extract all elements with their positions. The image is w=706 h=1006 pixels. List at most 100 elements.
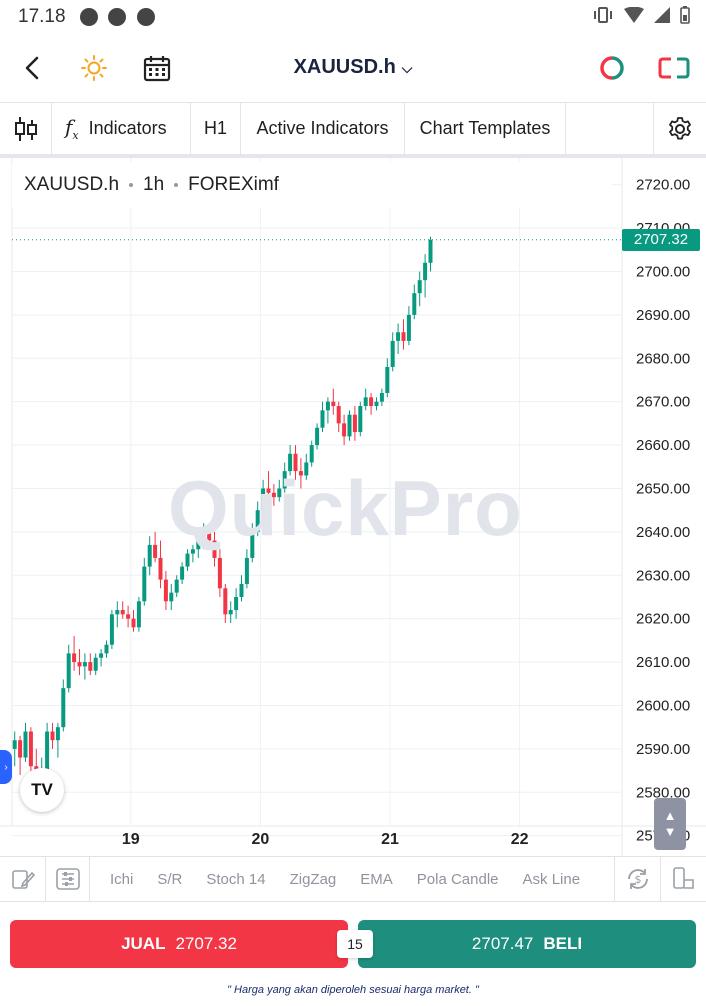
candle-body — [342, 423, 347, 437]
candle-body — [104, 644, 109, 654]
draw-tool-button[interactable] — [0, 857, 46, 901]
candle-body — [196, 540, 201, 550]
candle-body — [136, 601, 141, 628]
candle-body — [266, 488, 271, 493]
x-tick-label: 19 — [122, 831, 140, 848]
candle-body — [93, 657, 98, 671]
candle-body — [207, 531, 212, 541]
indicator-quick-bar: Ichi S/R Stoch 14 ZigZag EMA Pola Candle Ask L… — [0, 856, 706, 902]
sell-button[interactable]: JUAL 2707.32 — [10, 920, 348, 968]
candle-body — [282, 471, 287, 489]
candle-body — [45, 731, 50, 771]
back-button[interactable] — [14, 50, 50, 86]
layout-button[interactable] — [660, 857, 706, 901]
candle-body — [88, 662, 93, 671]
indicator-item[interactable]: Ask Line — [522, 870, 581, 888]
candle-body — [147, 544, 152, 567]
active-indicators-label: Active Indicators — [256, 118, 389, 138]
candle-body — [239, 583, 244, 597]
candle-body — [72, 653, 77, 663]
side-panel-toggle[interactable]: › — [0, 750, 12, 784]
theme-toggle-button[interactable] — [76, 50, 112, 86]
layout-toggle-icon — [658, 57, 690, 79]
wifi-icon — [624, 7, 644, 23]
candle-body — [169, 592, 174, 602]
timeframe-label: H1 — [204, 118, 228, 138]
scroll-toggle-button[interactable]: ▲ ▼ — [654, 798, 686, 850]
chart-templates-label: Chart Templates — [419, 118, 551, 138]
layout-toggle-button[interactable] — [656, 50, 692, 86]
indicator-item[interactable]: ZigZag — [289, 870, 337, 888]
candle-body — [180, 566, 185, 580]
chart-settings-button[interactable] — [654, 103, 706, 154]
candle-body — [396, 332, 401, 341]
refresh-button[interactable]: $ — [614, 857, 660, 901]
trade-status-button[interactable] — [594, 50, 630, 86]
candle-body — [277, 488, 282, 498]
indicator-bar-actions: $ — [614, 857, 706, 901]
chart-toolbar: fx Indicators H1 Active Indicators Chart… — [0, 102, 706, 158]
candle-body — [352, 414, 357, 433]
candle-body — [369, 397, 374, 407]
indicators-button[interactable]: fx Indicators — [52, 103, 191, 154]
svg-text:$: $ — [634, 873, 641, 886]
candle-body — [217, 557, 222, 589]
candle-body — [228, 610, 233, 615]
candle-body — [23, 731, 28, 758]
candle-body — [234, 596, 239, 610]
indicator-item[interactable]: Stoch 14 — [206, 870, 266, 888]
candle-body — [185, 553, 190, 567]
candle-body — [115, 610, 120, 615]
candlestick-icon — [14, 116, 37, 141]
candle-body — [347, 414, 352, 437]
candle-body — [153, 544, 158, 558]
candle-body — [109, 614, 114, 645]
buy-button[interactable]: 2707.47 BELI — [358, 920, 696, 968]
symbol-name: XAUUSD.h — [293, 56, 396, 78]
indicator-item[interactable]: Ichi — [110, 870, 134, 888]
candle-body — [126, 614, 131, 619]
candle-body — [406, 314, 411, 341]
chart-templates-button[interactable]: Chart Templates — [405, 103, 566, 154]
legend-source: FOREXimf — [188, 174, 279, 195]
y-tick-label: 2690.00 — [636, 307, 690, 324]
candle-body — [320, 410, 325, 428]
candle-body — [390, 340, 395, 367]
active-indicators-button[interactable]: Active Indicators — [241, 103, 405, 154]
y-tick-label: 2600.00 — [636, 697, 690, 714]
sell-label: JUAL — [121, 934, 166, 953]
trade-bar: JUAL 2707.32 15 2707.47 BELI " Harga yan… — [0, 902, 706, 1006]
indicator-item[interactable]: S/R — [157, 870, 183, 888]
y-tick-label: 2580.00 — [636, 784, 690, 801]
y-tick-label: 2720.00 — [636, 177, 690, 194]
tradingview-logo[interactable]: TV — [20, 768, 64, 812]
calendar-button[interactable] — [139, 50, 175, 86]
buy-price: 2707.47 — [471, 934, 534, 953]
chart-type-button[interactable] — [0, 103, 52, 154]
candle-body — [385, 366, 390, 393]
sliders-icon — [55, 868, 80, 890]
candle-body — [18, 740, 23, 758]
buy-label: BELI — [543, 934, 583, 953]
candle-body — [298, 471, 303, 476]
chart-legend: XAUUSD.h 1h FOREXimf — [12, 162, 612, 208]
candle-body — [50, 731, 55, 741]
candle-body — [417, 280, 422, 294]
indicator-item[interactable]: EMA — [360, 870, 393, 888]
status-time: 17.18 — [18, 6, 66, 27]
candle-body — [428, 239, 433, 263]
calendar-icon — [143, 56, 171, 82]
legend-interval: 1h — [143, 174, 165, 195]
indicator-item[interactable]: Pola Candle — [416, 870, 499, 888]
candle-body — [288, 453, 293, 472]
legend-separator — [129, 183, 134, 187]
notification-icon — [108, 8, 126, 26]
price-chart[interactable]: 2720.002710.002700.002690.002680.002670.… — [0, 158, 706, 856]
candle-body — [331, 401, 336, 407]
timeframe-button[interactable]: H1 — [191, 103, 241, 154]
indicator-settings-button[interactable] — [46, 857, 90, 901]
symbol-selector[interactable]: XAUUSD.h ⌵ — [0, 56, 706, 79]
gear-icon — [669, 116, 691, 139]
candlestick-chart[interactable]: 2720.002710.002700.002690.002680.002670.… — [0, 158, 706, 856]
x-tick-label: 22 — [511, 831, 529, 848]
